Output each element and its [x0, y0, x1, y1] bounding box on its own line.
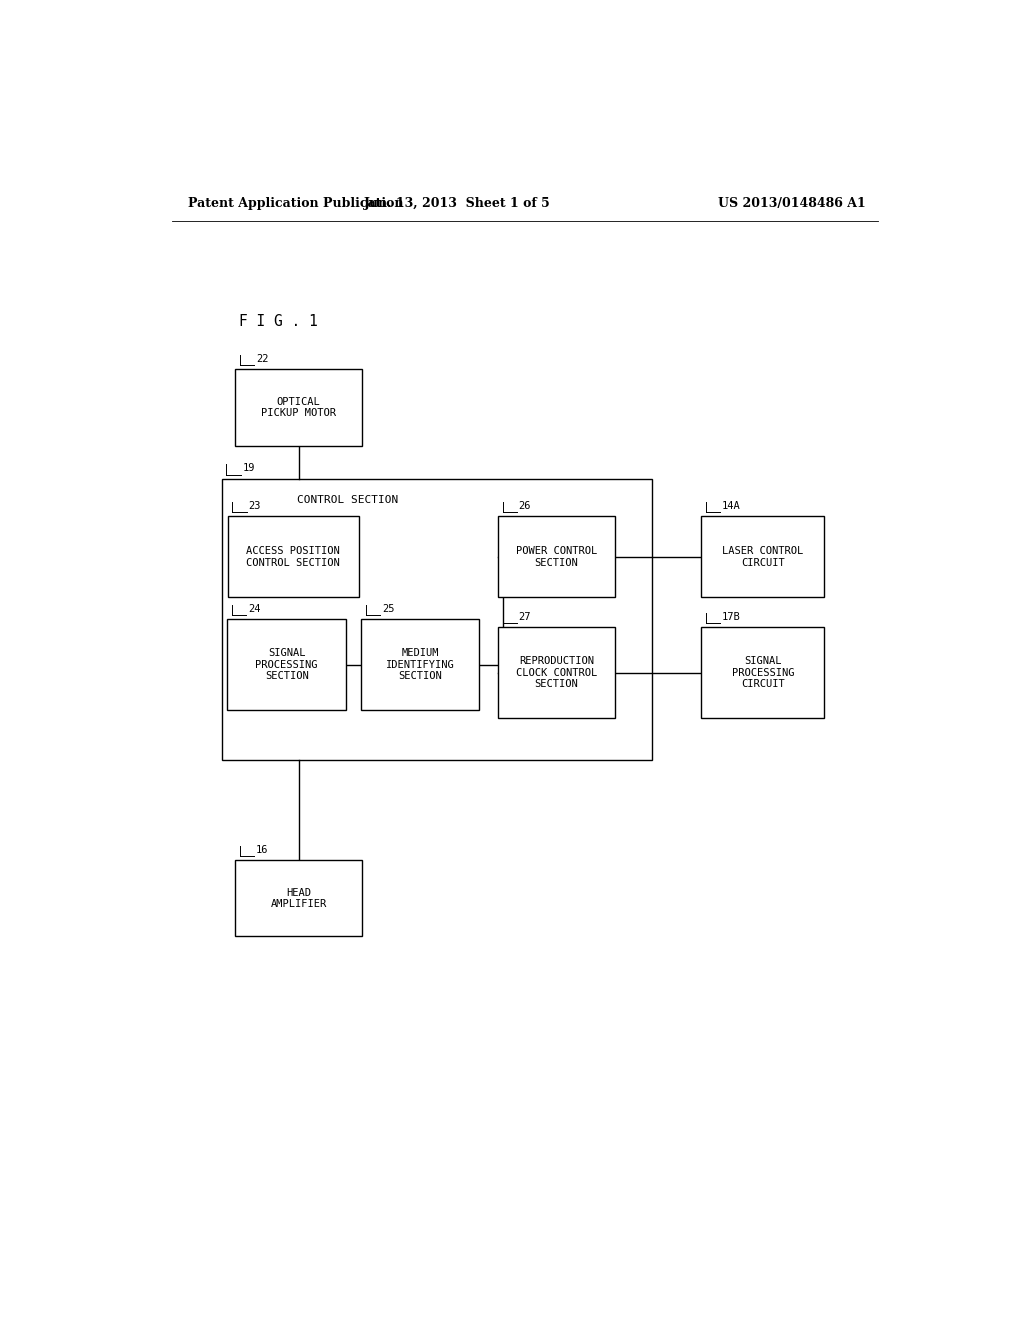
Bar	[221, 479, 652, 760]
Bar	[227, 619, 346, 710]
Bar	[236, 861, 362, 936]
Bar	[498, 627, 615, 718]
Bar	[227, 516, 358, 598]
Text: HEAD
AMPLIFIER: HEAD AMPLIFIER	[270, 887, 327, 909]
Text: SIGNAL
PROCESSING
SECTION: SIGNAL PROCESSING SECTION	[255, 648, 318, 681]
Bar	[701, 516, 824, 598]
Text: LASER CONTROL
CIRCUIT: LASER CONTROL CIRCUIT	[722, 546, 804, 568]
Text: REPRODUCTION
CLOCK CONTROL
SECTION: REPRODUCTION CLOCK CONTROL SECTION	[516, 656, 597, 689]
Text: F I G . 1: F I G . 1	[240, 314, 317, 329]
Text: ACCESS POSITION
CONTROL SECTION: ACCESS POSITION CONTROL SECTION	[246, 546, 340, 568]
Text: MEDIUM
IDENTIFYING
SECTION: MEDIUM IDENTIFYING SECTION	[386, 648, 455, 681]
Bar	[701, 627, 824, 718]
Text: SIGNAL
PROCESSING
CIRCUIT: SIGNAL PROCESSING CIRCUIT	[731, 656, 795, 689]
Text: 24: 24	[248, 603, 260, 614]
Text: POWER CONTROL
SECTION: POWER CONTROL SECTION	[516, 546, 597, 568]
Text: 23: 23	[248, 502, 261, 511]
Text: Jun. 13, 2013  Sheet 1 of 5: Jun. 13, 2013 Sheet 1 of 5	[364, 197, 551, 210]
Bar	[361, 619, 479, 710]
Text: 22: 22	[256, 354, 268, 364]
Bar	[498, 516, 615, 598]
Text: Patent Application Publication: Patent Application Publication	[187, 197, 403, 210]
Text: 17B: 17B	[722, 612, 740, 622]
Text: 25: 25	[382, 603, 394, 614]
Text: 26: 26	[518, 502, 531, 511]
Text: 14A: 14A	[722, 502, 740, 511]
Text: 27: 27	[518, 612, 531, 622]
Text: 19: 19	[243, 463, 255, 474]
Text: US 2013/0148486 A1: US 2013/0148486 A1	[718, 197, 866, 210]
Text: CONTROL SECTION: CONTROL SECTION	[297, 495, 398, 504]
Bar	[236, 370, 362, 446]
Text: 16: 16	[256, 845, 268, 855]
Text: OPTICAL
PICKUP MOTOR: OPTICAL PICKUP MOTOR	[261, 396, 336, 418]
